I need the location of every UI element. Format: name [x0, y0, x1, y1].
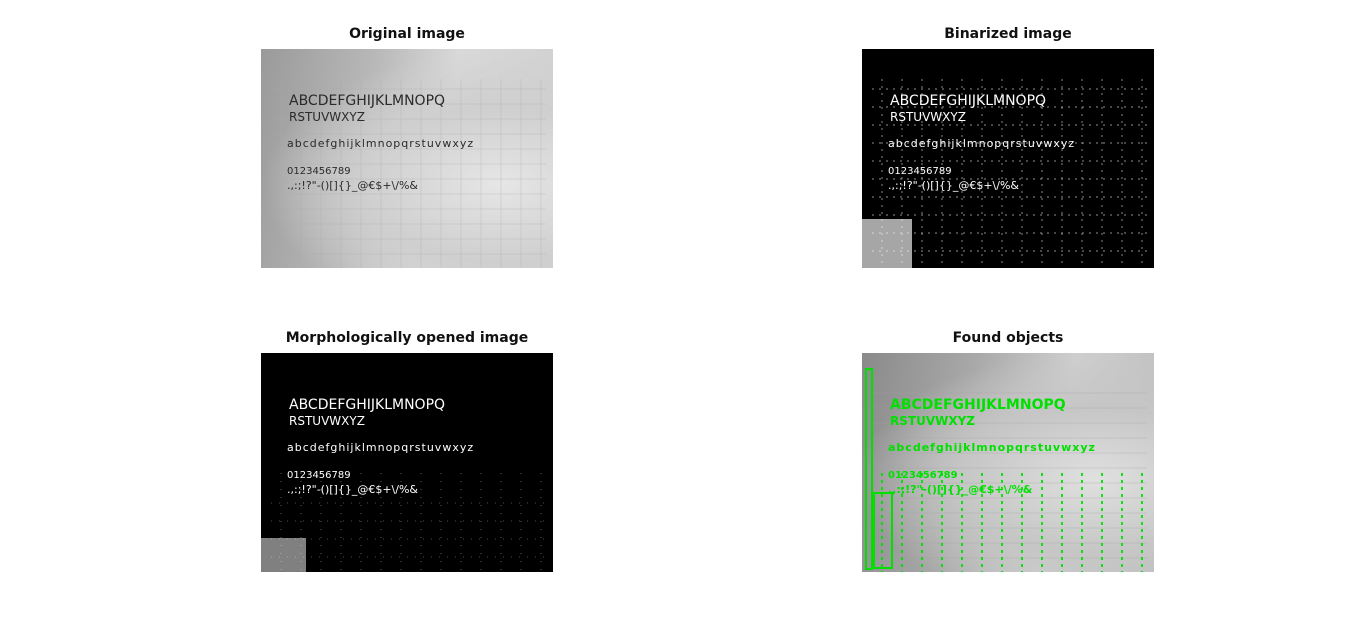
ink-line-2: RSTUVWXYZ	[289, 110, 365, 124]
opened-image: ABCDEFGHIJKLMNOPQ RSTUVWXYZ abcdefghijkl…	[261, 353, 553, 572]
binarized-image: ABCDEFGHIJKLMNOPQ RSTUVWXYZ abcdefghijkl…	[862, 49, 1154, 268]
ink-line-4: 0123456789	[287, 166, 351, 177]
opened-image-drawing: ABCDEFGHIJKLMNOPQ RSTUVWXYZ abcdefghijkl…	[261, 397, 546, 572]
ink-line-5: .,:;!?"-()[]{}_@€$+\/%&	[287, 179, 418, 192]
original-image: ABCDEFGHIJKLMNOPQ RSTUVWXYZ abcdefghijkl…	[261, 49, 553, 268]
binary-line-5: .,:;!?"-()[]{}_@€$+\/%&	[888, 179, 1019, 192]
opened-line-1: ABCDEFGHIJKLMNOPQ	[289, 397, 445, 413]
found-line-1: ABCDEFGHIJKLMNOPQ	[890, 397, 1066, 413]
binary-line-1: ABCDEFGHIJKLMNOPQ	[890, 93, 1046, 109]
panel-title-found: Found objects	[952, 330, 1064, 346]
opened-line-3: abcdefghijklmnopqrstuvwxyz	[287, 441, 474, 454]
binary-line-3: abcdefghijklmnopqrstuvwxyz	[888, 137, 1075, 150]
found-line-5: .,:;!?"-()[]{}_@€$+\/%&	[888, 483, 1033, 496]
found-line-4: 0123456789	[888, 470, 958, 481]
found-line-3: abcdefghijklmnopqrstuvwxyz	[888, 441, 1096, 454]
ink-line-3: abcdefghijklmnopqrstuvwxyz	[287, 137, 474, 150]
panel-title-binarized: Binarized image	[944, 26, 1072, 42]
found-objects-drawing: ABCDEFGHIJKLMNOPQ RSTUVWXYZ abcdefghijkl…	[865, 368, 1147, 572]
binary-line-2: RSTUVWXYZ	[890, 110, 966, 124]
opened-line-2: RSTUVWXYZ	[289, 414, 365, 428]
binary-line-4: 0123456789	[888, 166, 952, 177]
original-image-drawing: ABCDEFGHIJKLMNOPQ RSTUVWXYZ abcdefghijkl…	[271, 79, 546, 268]
panel-title-opened: Morphologically opened image	[285, 330, 529, 346]
ink-line-1: ABCDEFGHIJKLMNOPQ	[289, 93, 445, 109]
panel-title-original: Original image	[349, 26, 465, 42]
found-objects-image: ABCDEFGHIJKLMNOPQ RSTUVWXYZ abcdefghijkl…	[862, 353, 1154, 572]
binarized-image-drawing: ABCDEFGHIJKLMNOPQ RSTUVWXYZ abcdefghijkl…	[862, 79, 1147, 268]
opened-line-4: 0123456789	[287, 470, 351, 481]
opened-line-5: .,:;!?"-()[]{}_@€$+\/%&	[287, 483, 418, 496]
found-line-2: RSTUVWXYZ	[890, 414, 975, 428]
